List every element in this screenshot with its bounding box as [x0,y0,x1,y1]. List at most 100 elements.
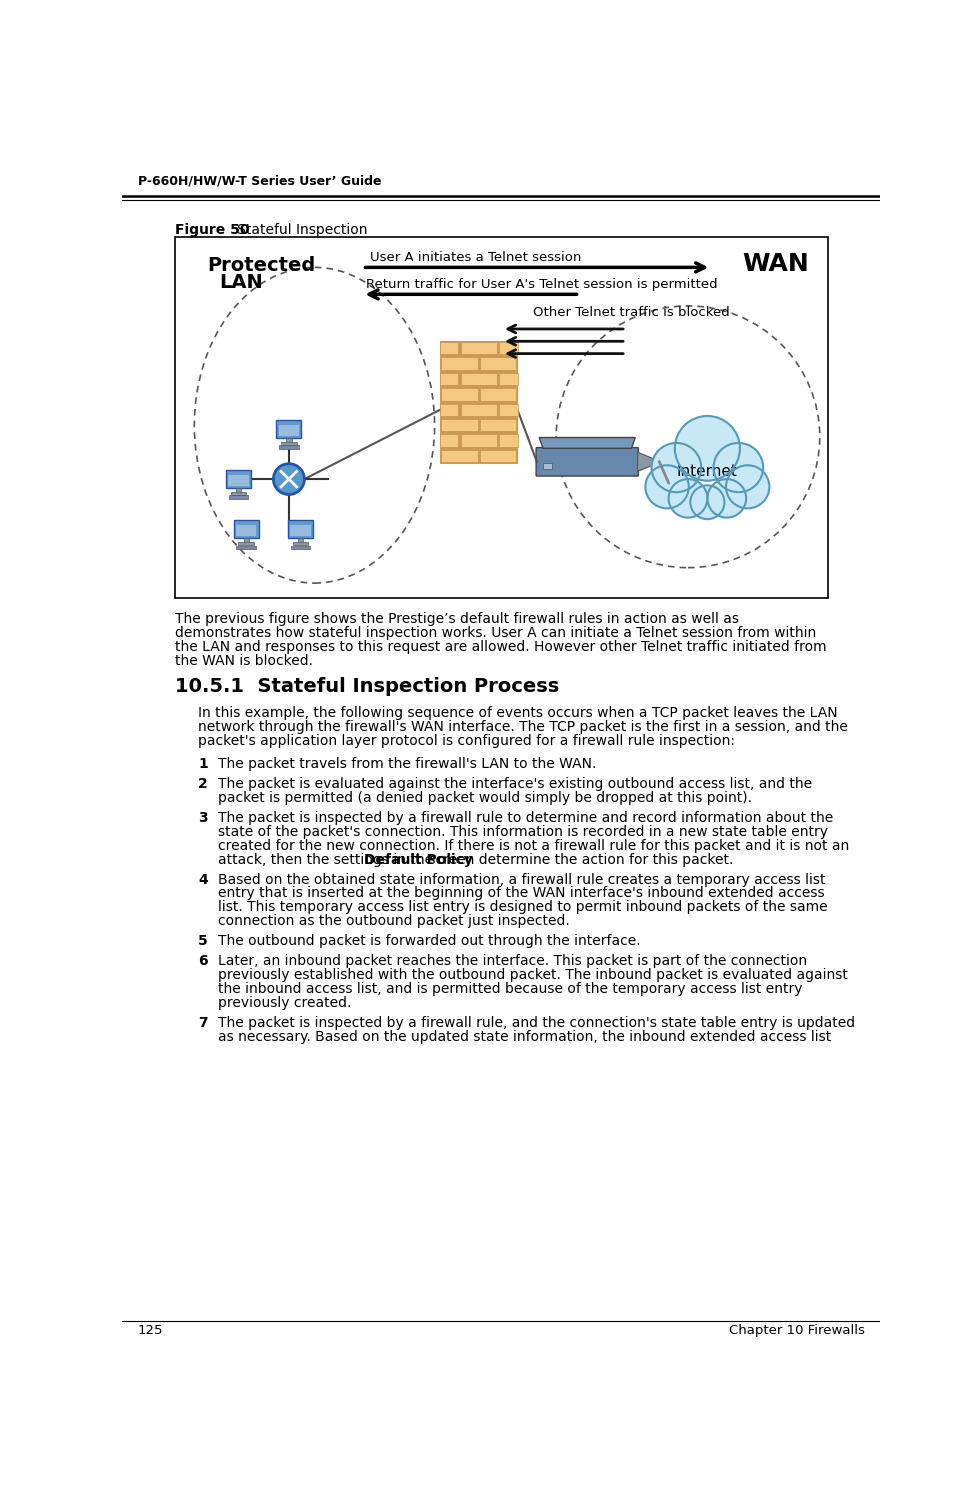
Text: previously established with the outbound packet. The inbound packet is evaluated: previously established with the outbound… [217,968,847,981]
Text: entry that is inserted at the beginning of the WAN interface's inbound extended : entry that is inserted at the beginning … [217,887,824,900]
Text: The packet travels from the firewall's LAN to the WAN.: The packet travels from the firewall's L… [217,758,595,771]
Circle shape [674,416,740,481]
Bar [290,546,310,549]
Bar [286,439,291,443]
Circle shape [274,464,304,494]
Bar [229,496,248,499]
Text: connection as the outbound packet just inspected.: connection as the outbound packet just i… [217,914,569,929]
Bar [499,404,517,416]
Text: 3: 3 [198,812,208,825]
Text: Stateful Inspection: Stateful Inspection [224,222,367,236]
Bar [236,546,256,549]
Text: The outbound packet is forwarded out through the interface.: The outbound packet is forwarded out thr… [217,935,640,948]
Bar [480,419,516,431]
Text: the WAN is blocked.: the WAN is blocked. [175,654,313,667]
Text: Return traffic for User A's Telnet session is permitted: Return traffic for User A's Telnet sessi… [366,278,717,292]
Bar [480,388,516,401]
Bar [278,445,298,449]
Text: Protected: Protected [207,256,316,275]
Bar [287,520,313,538]
Bar [499,434,517,446]
Text: screen determine the action for this packet.: screen determine the action for this pac… [424,852,733,867]
Bar [226,470,251,488]
Bar [234,520,259,538]
Text: User A initiates a Telnet session: User A initiates a Telnet session [370,251,581,265]
Bar [460,373,496,385]
Text: 2: 2 [198,777,208,791]
Bar [441,388,477,401]
Bar [440,341,517,464]
Text: WAN: WAN [742,253,808,277]
Bar [440,343,458,355]
Text: attack, then the settings in the: attack, then the settings in the [217,852,441,867]
Bar [280,442,296,445]
Text: Default Policy: Default Policy [363,852,472,867]
Text: packet is permitted (a denied packet would simply be dropped at this point).: packet is permitted (a denied packet wou… [217,791,750,806]
Text: 7: 7 [198,1016,208,1030]
Text: 6: 6 [198,954,208,968]
Bar [243,538,248,543]
Text: In this example, the following sequence of events occurs when a TCP packet leave: In this example, the following sequence … [198,706,837,720]
Bar [278,425,299,436]
Bar [276,419,301,439]
Text: 10.5.1  Stateful Inspection Process: 10.5.1 Stateful Inspection Process [175,676,559,696]
Bar [440,373,458,385]
Bar [290,526,311,537]
Text: network through the firewall's WAN interface. The TCP packet is the first in a s: network through the firewall's WAN inter… [198,720,847,733]
Bar [480,449,516,463]
Text: Internet: Internet [676,464,737,479]
Text: demonstrates how stateful inspection works. User A can initiate a Telnet session: demonstrates how stateful inspection wor… [175,627,816,640]
Circle shape [690,485,724,519]
Bar [238,543,254,546]
Text: Other Telnet traffic is blocked: Other Telnet traffic is blocked [532,307,729,319]
Bar [499,373,517,385]
Circle shape [706,479,745,517]
Text: Based on the obtained state information, a firewall rule creates a temporary acc: Based on the obtained state information,… [217,873,825,887]
Bar [499,343,517,355]
Text: 125: 125 [138,1324,163,1336]
Text: list. This temporary access list entry is designed to permit inbound packets of : list. This temporary access list entry i… [217,900,827,914]
Bar [440,434,458,446]
Bar [441,449,477,463]
Text: the LAN and responses to this request are allowed. However other Telnet traffic : the LAN and responses to this request ar… [175,640,826,654]
Bar [298,538,303,543]
Bar [460,343,496,355]
Bar [460,404,496,416]
Text: Figure 50: Figure 50 [175,222,249,236]
Circle shape [725,466,769,508]
Bar [231,491,246,494]
Text: as necessary. Based on the updated state information, the inbound extended acces: as necessary. Based on the updated state… [217,1030,830,1043]
Text: state of the packet's connection. This information is recorded in a new state ta: state of the packet's connection. This i… [217,825,827,839]
Text: The packet is inspected by a firewall rule, and the connection's state table ent: The packet is inspected by a firewall ru… [217,1016,854,1030]
Bar [292,543,308,546]
Text: Chapter 10 Firewalls: Chapter 10 Firewalls [728,1324,864,1336]
Circle shape [651,443,701,491]
Bar [460,434,496,446]
Text: P-660H/HW/W-T Series User’ Guide: P-660H/HW/W-T Series User’ Guide [138,174,381,188]
Bar [542,463,552,469]
Bar [441,358,477,370]
Circle shape [713,443,762,491]
Bar [235,526,256,537]
Circle shape [645,466,688,508]
Text: previously created.: previously created. [217,996,351,1010]
Text: The previous figure shows the Prestige’s default firewall rules in action as wel: The previous figure shows the Prestige’s… [175,612,739,627]
Polygon shape [538,437,635,448]
Bar [440,404,458,416]
Text: 1: 1 [198,758,208,771]
Text: Later, an inbound packet reaches the interface. This packet is part of the conne: Later, an inbound packet reaches the int… [217,954,806,968]
Bar [441,419,477,431]
Text: The packet is inspected by a firewall rule to determine and record information a: The packet is inspected by a firewall ru… [217,812,832,825]
Circle shape [668,479,706,517]
Text: LAN: LAN [219,272,263,292]
Bar [480,358,516,370]
Bar [228,475,248,485]
Bar [175,236,827,598]
Text: the inbound access list, and is permitted because of the temporary access list e: the inbound access list, and is permitte… [217,981,801,996]
Polygon shape [637,452,660,472]
Text: 5: 5 [198,935,208,948]
FancyBboxPatch shape [535,448,638,476]
Text: 4: 4 [198,873,208,887]
Bar [235,488,241,493]
Text: The packet is evaluated against the interface's existing outbound access list, a: The packet is evaluated against the inte… [217,777,811,791]
